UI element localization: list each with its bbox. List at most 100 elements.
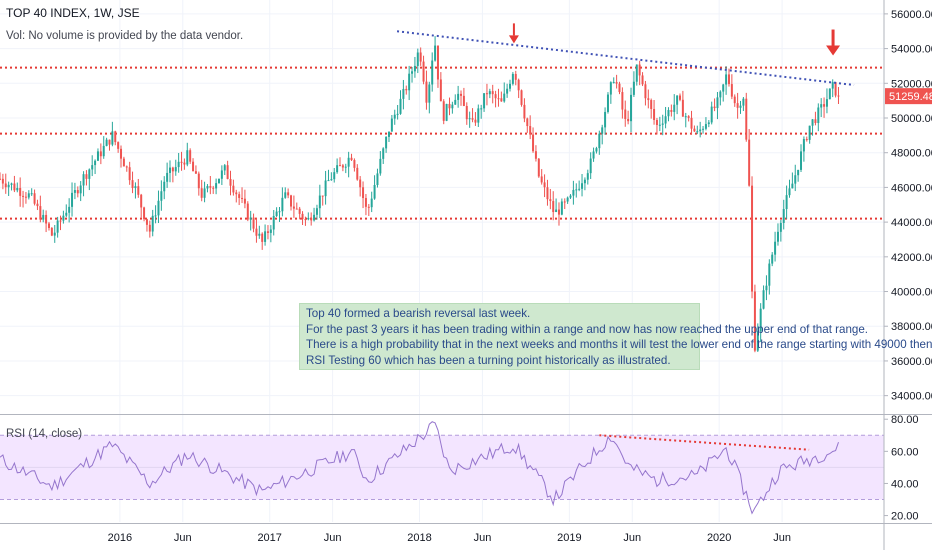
candle-body: [503, 93, 506, 102]
candle-body: [339, 165, 341, 167]
price-tick-label: 40000.00: [891, 287, 932, 299]
candle-body: [529, 126, 532, 135]
candle-body: [223, 165, 226, 171]
rsi-scale[interactable]: 80.00 60.00 40.00 20.00: [884, 414, 919, 523]
candle-body: [532, 134, 535, 152]
price-scale[interactable]: 56000.00 54000.00 52000.00 50000.00 48000.00…: [884, 9, 932, 403]
down-arrow-head: [508, 35, 519, 44]
candle-body: [327, 180, 330, 182]
candle-body: [22, 195, 25, 197]
candle-body: [284, 192, 287, 198]
candle-body: [494, 94, 497, 99]
candle-body: [73, 190, 76, 193]
candle-body: [200, 188, 203, 198]
candle-body: [76, 190, 79, 194]
candle-body: [800, 151, 803, 170]
candle-body: [122, 158, 125, 167]
candle-body: [526, 118, 529, 127]
rsi-title[interactable]: RSI (14, close): [6, 428, 83, 440]
candle-body: [203, 188, 206, 198]
candle-body: [264, 231, 267, 242]
candle-body: [768, 263, 771, 286]
candle-body: [4, 183, 7, 188]
candlestick-series: [0, 36, 840, 353]
candle-body: [679, 95, 681, 100]
candle-body: [321, 195, 324, 197]
candle-body: [292, 206, 295, 209]
candle-body: [151, 215, 154, 232]
candle-body: [255, 228, 258, 236]
rsi-line: [0, 421, 839, 515]
annotation-line: For the past 3 years it has been trading…: [306, 322, 869, 336]
candle-body: [249, 217, 252, 220]
price-tick-label: 50000.00: [891, 113, 932, 125]
time-axis[interactable]: 2016 Jun 2017 Jun 2018 Jun 2019 Jun 2020 Jun: [108, 532, 791, 544]
candle-body: [238, 194, 241, 198]
candle-body: [785, 195, 788, 210]
candle-body: [220, 170, 223, 179]
price-tick-label: 52000.00: [891, 78, 932, 90]
candle-body: [569, 195, 572, 198]
candle-body: [183, 162, 186, 165]
candle-body: [307, 217, 310, 220]
candle-body: [174, 167, 177, 172]
candle-body: [655, 119, 658, 126]
price-tick-label: 42000.00: [891, 252, 932, 264]
candle-body: [137, 186, 140, 195]
candle-body: [451, 104, 454, 109]
price-tick-label: 38000.00: [891, 321, 932, 333]
candle-body: [387, 131, 390, 137]
candle-body: [745, 98, 748, 140]
candle-body: [379, 158, 382, 174]
candle-body: [837, 95, 840, 97]
candle-body: [169, 167, 171, 173]
candle-body: [823, 104, 826, 107]
rsi-trendline: [599, 434, 810, 451]
candle-body: [217, 178, 220, 184]
candle-body: [157, 200, 160, 216]
candle-body: [290, 195, 293, 207]
candle-body: [56, 220, 59, 233]
candle-body: [609, 82, 612, 95]
down-arrow-head: [826, 45, 841, 56]
last-price-label-bg: [885, 88, 932, 105]
candle-body: [716, 97, 719, 109]
candle-body: [166, 172, 169, 182]
candle-body: [825, 99, 828, 107]
candle-body: [586, 173, 589, 180]
candle-body: [471, 118, 474, 120]
candle-body: [39, 206, 42, 220]
candle-body: [50, 228, 53, 236]
candle-body: [739, 105, 742, 108]
candle-body: [589, 158, 592, 174]
candle-body: [33, 193, 36, 204]
price-tick-label: 48000.00: [891, 148, 932, 160]
candle-body: [814, 119, 817, 124]
candle-body: [506, 88, 509, 94]
candle-body: [370, 198, 373, 208]
candle-body: [111, 131, 114, 145]
candle-body: [0, 178, 1, 180]
candle-body: [753, 291, 756, 351]
candle-body: [128, 167, 131, 181]
candle-body: [333, 172, 336, 180]
candle-body: [788, 188, 791, 196]
annotation-box[interactable]: Top 40 formed a bearish reversal last we…: [299, 303, 932, 370]
candle-body: [581, 183, 584, 189]
candle-body: [405, 88, 408, 91]
candle-body: [347, 157, 350, 167]
candle-body: [59, 220, 62, 222]
candle-body: [537, 158, 540, 177]
candle-body: [670, 110, 673, 112]
candle-body: [759, 308, 762, 332]
symbol-title[interactable]: TOP 40 INDEX, 1W, JSE: [6, 6, 140, 20]
candle-body: [462, 95, 465, 106]
candle-body: [382, 148, 385, 159]
candle-body: [373, 185, 376, 199]
candle-body: [94, 160, 97, 166]
candle-body: [509, 83, 511, 89]
candle-body: [500, 98, 503, 102]
candle-body: [520, 90, 523, 105]
arrow-markers: [508, 23, 841, 56]
